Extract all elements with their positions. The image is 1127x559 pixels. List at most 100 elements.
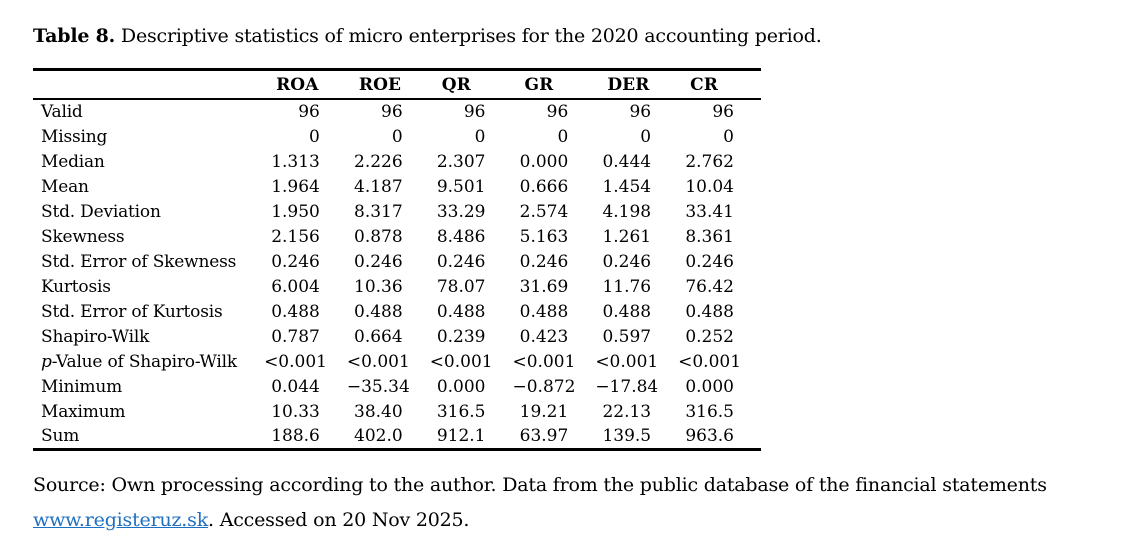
stat-value-cell: 76.42: [685, 276, 734, 297]
stat-value-cell: <0.001: [264, 351, 327, 372]
stat-value-cell: 96: [463, 102, 486, 122]
stat-value-cell: 0: [474, 126, 486, 147]
row-label: Median: [41, 151, 105, 172]
stat-value-cell: 0.000: [436, 376, 486, 397]
stat-value-cell: 1.313: [271, 151, 320, 172]
stat-value-cell: 5.163: [519, 226, 569, 247]
empty-header-cell: [33, 70, 264, 100]
stat-value-cell: <0.001: [595, 351, 659, 372]
stat-value-cell: −0.872: [512, 376, 576, 397]
stat-value-cell: 33.41: [685, 201, 734, 222]
stat-value-cell: 0.488: [354, 301, 403, 322]
table-row: Valid 96 96 96 96 96 96: [33, 99, 761, 124]
stat-value-cell: 2.307: [436, 151, 486, 172]
stat-value-cell: 63.97: [519, 425, 569, 446]
stat-value-cell: 0.044: [271, 376, 320, 397]
stat-value-cell: 0.597: [602, 326, 652, 347]
row-label: Minimum: [41, 376, 123, 397]
stat-value-cell: 31.69: [519, 276, 569, 297]
stat-value-cell: 0.488: [436, 301, 486, 322]
table-row: Std. Error of Skewness 0.246 0.246 0.246 0.2…: [33, 249, 761, 274]
stat-value-cell: 0: [640, 126, 652, 147]
stat-value-cell: 0: [391, 126, 403, 147]
column-header-gr: GR: [524, 75, 554, 95]
stat-value-cell: 402.0: [354, 425, 403, 446]
stat-value-cell: <0.001: [678, 351, 742, 372]
stat-value-cell: 11.76: [602, 276, 652, 297]
stat-value-cell: 0.488: [685, 301, 734, 322]
row-label: Valid: [41, 102, 83, 122]
column-header-cr: CR: [690, 75, 718, 95]
stat-value-cell: 0.878: [354, 226, 403, 247]
stat-value-cell: 912.1: [436, 425, 486, 446]
stat-value-cell: 2.762: [685, 151, 734, 172]
stat-value-cell: <0.001: [429, 351, 493, 372]
table-row: Maximum 10.33 38.40 316.5 19.21 22.13 316.5: [33, 399, 761, 424]
stat-value-cell: 0.488: [602, 301, 652, 322]
stat-value-cell: 139.5: [602, 425, 652, 446]
stat-value-cell: 0.246: [685, 251, 734, 272]
stat-value-cell: 38.40: [354, 401, 403, 422]
stat-value-cell: <0.001: [512, 351, 576, 372]
stat-value-cell: 19.21: [519, 401, 569, 422]
stat-value-cell: 1.950: [271, 201, 320, 222]
stat-value-cell: 0.488: [519, 301, 569, 322]
row-label: Std. Error of Kurtosis: [41, 301, 223, 322]
row-label: Missing: [41, 126, 108, 147]
stat-value-cell: 10.33: [271, 401, 320, 422]
source-note: Source: Own processing according to the …: [33, 468, 1113, 538]
row-label: Std. Deviation: [41, 201, 161, 222]
table-row: Skewness 2.156 0.878 8.486 5.163 1.261 8.361: [33, 224, 761, 249]
stat-value-cell: 0.246: [354, 251, 403, 272]
stat-value-cell: 0.246: [436, 251, 486, 272]
stat-value-cell: 4.187: [354, 176, 403, 197]
stat-value-cell: 188.6: [271, 425, 320, 446]
table-row: Shapiro-Wilk 0.787 0.664 0.239 0.423 0.597 0.2…: [33, 324, 761, 349]
stat-value-cell: 2.226: [354, 151, 403, 172]
row-label: Skewness: [41, 226, 125, 247]
registeruz-link[interactable]: www.registeruz.sk: [33, 508, 209, 531]
stat-value-cell: 10.36: [354, 276, 403, 297]
row-label: p-Value of Shapiro-Wilk: [41, 351, 238, 372]
stat-value-cell: 0: [309, 126, 320, 147]
stat-value-cell: 96: [298, 102, 320, 122]
table-row: Kurtosis 6.004 10.36 78.07 31.69 11.76 76.42: [33, 274, 761, 299]
stat-value-cell: 22.13: [602, 401, 652, 422]
stat-value-cell: 10.04: [685, 176, 734, 197]
table-caption-text: Descriptive statistics of micro enterpri…: [120, 25, 822, 47]
stat-value-cell: 2.156: [271, 226, 320, 247]
row-label: Sum: [41, 425, 80, 446]
stat-value-cell: 0: [557, 126, 569, 147]
row-label: Shapiro-Wilk: [41, 326, 150, 347]
stat-value-cell: 0.252: [685, 326, 734, 347]
row-label: Std. Error of Skewness: [41, 251, 237, 272]
table-row: Median 1.313 2.226 2.307 0.000 0.444 2.762: [33, 149, 761, 174]
stat-value-cell: 0.246: [271, 251, 320, 272]
stat-value-cell: 96: [629, 102, 652, 122]
table-row: Minimum 0.044 −35.34 0.000 −0.872 −17.84 0.000: [33, 374, 761, 399]
source-note-accessed: . Accessed on 20 Nov 2025.: [208, 508, 470, 531]
column-header-qr: QR: [441, 75, 471, 95]
stat-value-cell: 8.317: [354, 201, 403, 222]
column-header-roe: ROE: [358, 75, 402, 95]
stat-value-cell: 0: [723, 126, 734, 147]
stat-value-cell: 4.198: [602, 201, 652, 222]
table-caption: Table 8. Descriptive statistics of micro…: [33, 25, 1127, 48]
column-header-der: DER: [607, 75, 650, 95]
document-page: Table 8. Descriptive statistics of micro…: [33, 25, 1127, 538]
stat-value-cell: 2.574: [519, 201, 569, 222]
stat-value-cell: 0.488: [271, 301, 320, 322]
stat-value-cell: 8.486: [436, 226, 486, 247]
table-row: Std. Error of Kurtosis 0.488 0.488 0.488 0.4…: [33, 299, 761, 324]
descriptive-statistics-table: ROA ROE QR GR DER CR Valid 96 96 96 96 96 96 Missing…: [33, 68, 761, 451]
stat-value-cell: 9.501: [436, 176, 486, 197]
stat-value-cell: 0.000: [685, 376, 734, 397]
table-row: p-Value of Shapiro-Wilk <0.001 <0.001 <0.00…: [33, 349, 761, 374]
stat-value-cell: 0.666: [519, 176, 569, 197]
stat-value-cell: 0.444: [602, 151, 652, 172]
stat-value-cell: 0.239: [436, 326, 486, 347]
stat-value-cell: 1.261: [602, 226, 652, 247]
stat-value-cell: 33.29: [436, 201, 486, 222]
stat-value-cell: 0.664: [354, 326, 403, 347]
table-caption-number: Table 8.: [33, 25, 116, 47]
